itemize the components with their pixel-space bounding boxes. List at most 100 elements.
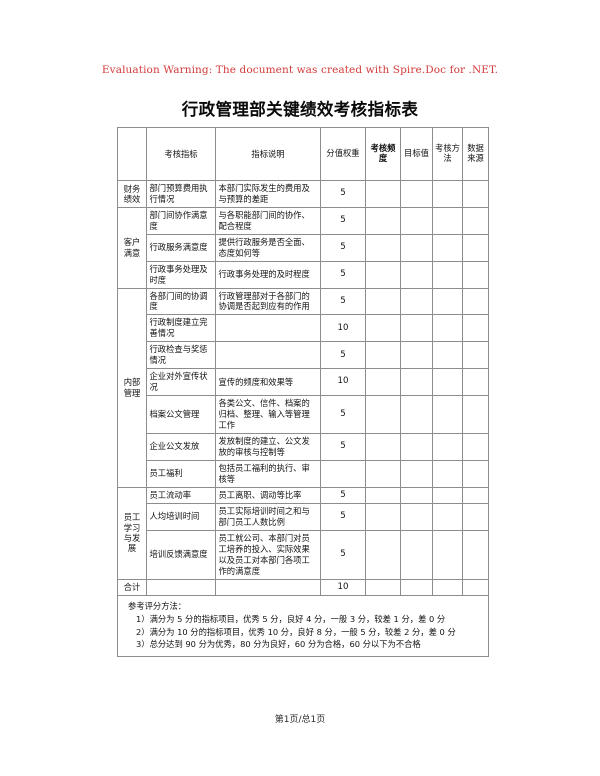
total-indicator [146, 578, 216, 596]
notes-title: 参考评分方法： [128, 600, 187, 611]
notes-line-1: 1）满分为 5 分的指标项目，优秀 5 分，良好 4 分，一般 3 分，较差 1… [136, 613, 446, 624]
header-frequency: 考核频度 [365, 127, 401, 181]
category-cell: 员工学习与发展 [117, 486, 147, 580]
source-cell [462, 395, 489, 434]
total-source [462, 578, 489, 596]
method-cell [432, 529, 463, 580]
source-cell [462, 260, 489, 289]
target-cell [400, 314, 433, 343]
source-cell [462, 432, 489, 461]
source-cell [462, 180, 489, 208]
indicator-cell: 部门预算费用执行情况 [146, 180, 216, 208]
frequency-cell [365, 459, 401, 488]
table-row: 行政制度建立完善情况 10 [118, 314, 489, 343]
scoring-notes: 参考评分方法： 1）满分为 5 分的指标项目，优秀 5 分，良好 4 分，一般 … [117, 594, 489, 658]
description-cell: 本部门实际发生的费用及与预算的差距 [215, 180, 321, 208]
target-cell [400, 395, 433, 434]
table-row: 培训反馈满意度 员工就公司、本部门对员工培养的投入、实际效果以及员工对本部门各项… [118, 529, 489, 580]
indicator-cell: 员工流动率 [146, 486, 216, 504]
indicator-cell: 行政事务处理及时度 [146, 260, 216, 289]
notes-line-3: 3）总分达到 90 分为优秀，80 分为良好，60 分为合格，60 分以下为不合… [136, 639, 421, 650]
category-cell: 内部管理 [117, 287, 147, 488]
score-cell: 5 [320, 432, 366, 461]
table-total-row: 合计 10 [117, 578, 489, 596]
total-description [215, 578, 321, 596]
description-cell: 行政事务处理的及时程度 [215, 260, 321, 289]
table-row: 内部管理 各部门间的协调度 行政管理部对于各部门的协调是否起到应有的作用 5 [117, 287, 489, 488]
source-cell [462, 459, 489, 488]
header-target-value: 目标值 [400, 127, 433, 181]
description-cell: 员工就公司、本部门对员工培养的投入、实际效果以及员工对本部门各项工作的满意度 [215, 529, 321, 580]
frequency-cell [365, 395, 401, 434]
score-cell [320, 459, 366, 488]
score-cell: 5 [320, 180, 366, 208]
header-data-source: 数据来源 [462, 127, 489, 181]
table-row: 企业对外宣传状况 宣传的频度和效果等 10 [118, 368, 489, 396]
score-cell: 5 [320, 260, 366, 289]
target-cell [400, 486, 433, 504]
description-cell [215, 314, 321, 343]
table-row: 客户满意 部门间协作满意度 与各职能部门间的协作、配合程度 5 [117, 206, 489, 289]
score-cell: 5 [320, 486, 366, 504]
frequency-cell [365, 233, 401, 262]
method-cell [432, 432, 463, 461]
page-footer: 第1页/总1页 [274, 715, 326, 725]
method-cell [432, 206, 463, 235]
target-cell [400, 180, 433, 208]
score-cell: 5 [320, 233, 366, 262]
table-header-row: 考核指标 指标说明 分值权重 考核频度 目标值 考核方法 数据来源 [117, 127, 489, 181]
target-cell [400, 206, 433, 235]
target-cell [400, 260, 433, 289]
score-cell: 5 [320, 341, 366, 370]
target-cell [400, 287, 433, 316]
header-category [117, 127, 147, 181]
kpi-table: 考核指标 指标说明 分值权重 考核频度 目标值 考核方法 数据来源 财务绩效 部… [117, 127, 489, 658]
table-row: 档案公文管理 各类公文、信件、档案的归档、整理、输入等管理工作 5 [118, 395, 489, 434]
score-cell: 5 [320, 287, 366, 316]
frequency-cell [365, 341, 401, 370]
frequency-cell [365, 287, 401, 316]
description-cell: 提供行政服务是否全面、态度如何等 [215, 233, 321, 262]
frequency-cell [365, 260, 401, 289]
total-target [400, 578, 433, 596]
evaluation-warning-text: Evaluation Warning: The document was cre… [101, 64, 499, 76]
method-cell [432, 368, 463, 396]
total-frequency [365, 578, 401, 596]
method-cell [432, 180, 463, 208]
total-method [432, 578, 463, 596]
description-cell: 员工实际培训时间之和与部门员工人数比例 [215, 502, 321, 531]
header-score-weight: 分值权重 [320, 127, 366, 181]
table-notes-row: 参考评分方法： 1）满分为 5 分的指标项目，优秀 5 分，良好 4 分，一般 … [117, 594, 489, 658]
indicator-cell: 行政制度建立完善情况 [146, 314, 216, 343]
indicator-cell: 各部门间的协调度 [146, 287, 216, 316]
description-cell: 员工离职、调动等比率 [215, 486, 321, 504]
category-cell: 财务绩效 [117, 180, 147, 208]
indicator-cell: 员工福利 [146, 459, 216, 488]
score-cell: 5 [320, 206, 366, 235]
method-cell [432, 260, 463, 289]
table-row: 行政服务满意度 提供行政服务是否全面、态度如何等 5 [118, 233, 489, 262]
target-cell [400, 529, 433, 580]
indicator-cell: 人均培训时间 [146, 502, 216, 531]
indicator-cell: 行政服务满意度 [146, 233, 216, 262]
description-cell: 包括员工福利的执行、审核等 [215, 459, 321, 488]
indicator-cell: 培训反馈满意度 [146, 529, 216, 580]
score-cell: 5 [320, 395, 366, 434]
table-row: 行政检查与奖惩情况 5 [118, 341, 489, 370]
target-cell [400, 432, 433, 461]
target-cell [400, 233, 433, 262]
description-cell: 行政管理部对于各部门的协调是否起到应有的作用 [215, 287, 321, 316]
indicator-cell: 部门间协作满意度 [146, 206, 216, 235]
score-cell: 10 [320, 314, 366, 343]
header-description: 指标说明 [215, 127, 321, 181]
score-cell: 10 [320, 368, 366, 396]
target-cell [400, 341, 433, 370]
indicator-cell: 行政检查与奖惩情况 [146, 341, 216, 370]
table-row: 行政事务处理及时度 行政事务处理的及时程度 5 [118, 260, 489, 289]
frequency-cell [365, 529, 401, 580]
indicator-cell: 企业对外宣传状况 [146, 368, 216, 396]
description-cell: 宣传的频度和效果等 [215, 368, 321, 396]
method-cell [432, 233, 463, 262]
frequency-cell [365, 486, 401, 504]
